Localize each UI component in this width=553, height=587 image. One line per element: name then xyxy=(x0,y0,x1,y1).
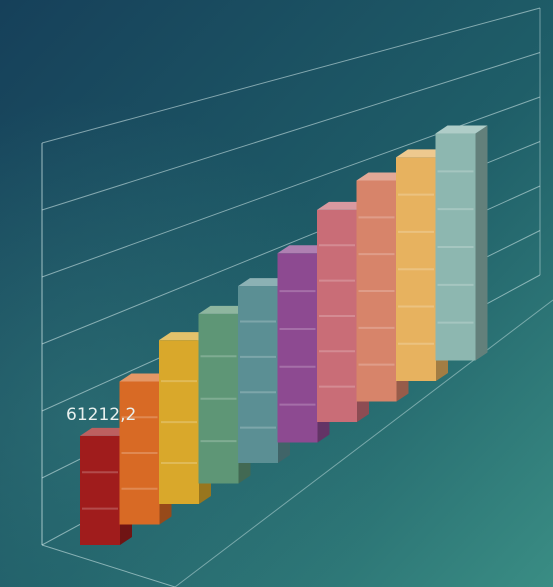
bar-front-face xyxy=(80,435,120,545)
bar-top-face xyxy=(356,172,409,181)
bar-top-face xyxy=(277,245,330,254)
bar-top-face xyxy=(435,125,488,134)
bar xyxy=(435,125,488,361)
bars-layer xyxy=(80,125,488,545)
bar-top-face xyxy=(317,201,369,210)
bar-top-face xyxy=(159,332,211,341)
grid-line xyxy=(41,52,541,211)
grid-line xyxy=(41,7,541,144)
bar-front-face xyxy=(277,253,318,443)
labels-layer: 61212,2 xyxy=(66,405,136,425)
bar-top-face xyxy=(80,427,132,436)
bar-top-face xyxy=(198,305,251,314)
floor-left-edge xyxy=(41,544,176,587)
data-label: 61212,2 xyxy=(66,405,136,425)
bar-top-face xyxy=(119,373,172,382)
bar-top-face xyxy=(238,278,290,287)
bar-front-face xyxy=(238,286,278,463)
bar-side-face xyxy=(475,125,488,361)
floor-front-edge xyxy=(174,299,553,587)
bar-top-face xyxy=(396,149,448,158)
